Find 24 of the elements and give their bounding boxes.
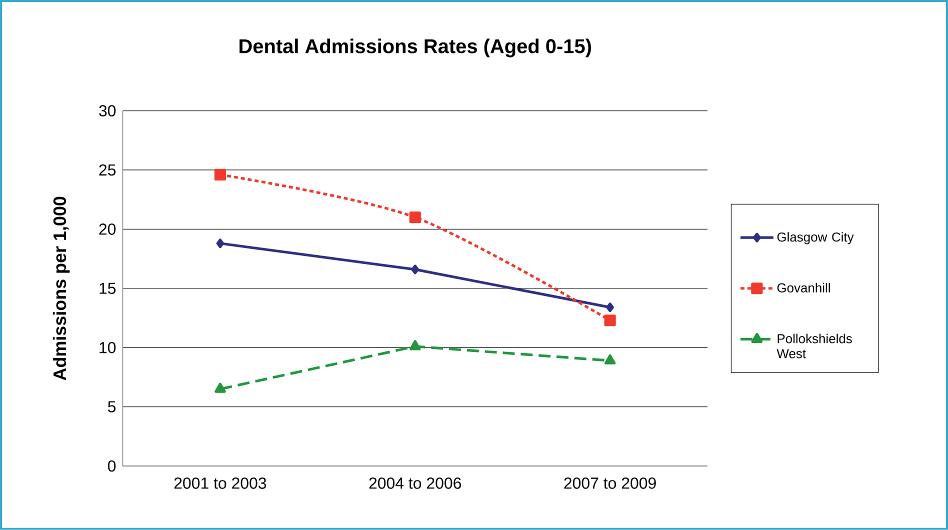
legend-label: Glasgow City (777, 232, 854, 244)
y-tick-label: 10 (100, 342, 116, 354)
point (214, 168, 226, 181)
legend-label: Govanhill (777, 282, 830, 293)
point (216, 238, 224, 248)
x-tick-label: 2001 to 2003 (174, 478, 266, 489)
y-tick-label: 0 (108, 460, 116, 472)
y-axis-title: Admissions per 1,000 (52, 196, 70, 380)
x-tick-label: 2007 to 2009 (564, 478, 656, 489)
y-tick-label: 20 (99, 224, 116, 235)
point (411, 264, 420, 274)
chart-title: Dental Admissions Rates (Aged 0-15) (240, 38, 591, 58)
point (604, 314, 616, 326)
y-tick-label: 25 (99, 164, 116, 176)
legend-label: Pollokshields West (776, 334, 852, 358)
point (410, 340, 421, 350)
x-tick-label: 2004 to 2006 (369, 478, 461, 489)
point (604, 354, 616, 364)
point (409, 212, 421, 224)
y-tick-label: 15 (100, 282, 116, 294)
point (214, 382, 226, 393)
y-tick-label: 30 (99, 105, 116, 116)
point (606, 302, 614, 312)
y-tick-label: 5 (108, 401, 116, 412)
